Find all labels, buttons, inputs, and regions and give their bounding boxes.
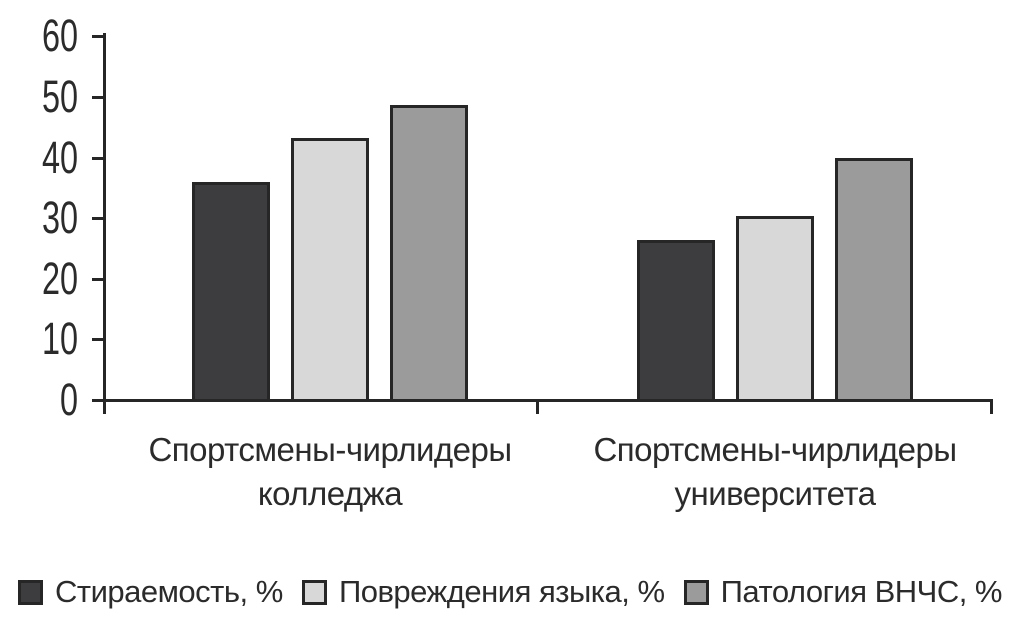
y-axis-tick-label-text: 40 — [41, 131, 78, 183]
x-axis-tick-right — [990, 399, 993, 414]
category-label-line: университета — [674, 475, 876, 512]
y-axis-tick — [92, 156, 103, 160]
x-axis-line — [103, 399, 993, 402]
bar-series3-group1 — [390, 105, 468, 402]
y-axis-tick-label-text: 10 — [41, 313, 78, 365]
legend-swatch-2 — [301, 579, 327, 605]
y-axis-tick-label-text: 60 — [41, 10, 78, 62]
bar-series1-group2 — [637, 240, 715, 402]
y-axis-tick — [92, 217, 103, 221]
legend-label: Стираемость, % — [55, 574, 283, 609]
bar-series3-group2 — [835, 157, 913, 402]
y-axis-tick — [92, 338, 103, 342]
bar-series1-group1 — [192, 182, 270, 402]
chart-legend: Стираемость, % Повреждения языка, % Патоло… — [18, 574, 1003, 610]
y-axis-tick-label-text: 50 — [41, 71, 78, 122]
y-axis-tick-label: 40 — [0, 131, 78, 183]
category-label-line: Спортсмены-чирлидеры — [148, 431, 512, 468]
y-axis-tick-label: 30 — [0, 195, 78, 241]
y-axis-tick — [92, 35, 103, 39]
legend-item-3: Патология ВНЧС, % — [683, 574, 1003, 610]
category-label-group2: Спортсмены-чирлидеры университета — [553, 428, 998, 516]
y-axis-tick-label: 50 — [0, 74, 78, 120]
bar-series2-group2 — [736, 216, 814, 402]
y-axis-tick-label-text: 0 — [59, 374, 78, 425]
legend-swatch-1 — [18, 579, 43, 605]
y-axis-tick-label-text: 20 — [41, 252, 78, 304]
y-axis-tick-label-text: 30 — [41, 192, 78, 244]
legend-label: Патология ВНЧС, % — [720, 574, 1003, 609]
legend-swatch-3 — [683, 579, 709, 605]
category-label-line: Спортсмены-чирлидеры — [593, 431, 957, 468]
legend-item-1: Стираемость, % — [18, 574, 283, 610]
y-axis-tick-label: 10 — [0, 316, 78, 362]
y-axis-line — [103, 33, 106, 414]
y-axis-tick-label: 20 — [0, 252, 78, 304]
x-axis-tick-middle — [536, 399, 539, 414]
legend-label: Повреждения языка, % — [338, 574, 665, 609]
legend-item-2: Повреждения языка, % — [301, 574, 665, 610]
category-label-line: колледжа — [257, 475, 403, 512]
bar-series2-group1 — [291, 137, 369, 402]
y-axis-tick-label: 0 — [0, 377, 78, 423]
y-axis-tick-label: 60 — [0, 13, 78, 59]
y-axis-tick — [92, 96, 103, 99]
y-axis-tick — [92, 399, 103, 402]
y-axis-tick — [92, 277, 103, 281]
category-label-group1: Спортсмены-чирлидеры колледжа — [108, 428, 553, 516]
